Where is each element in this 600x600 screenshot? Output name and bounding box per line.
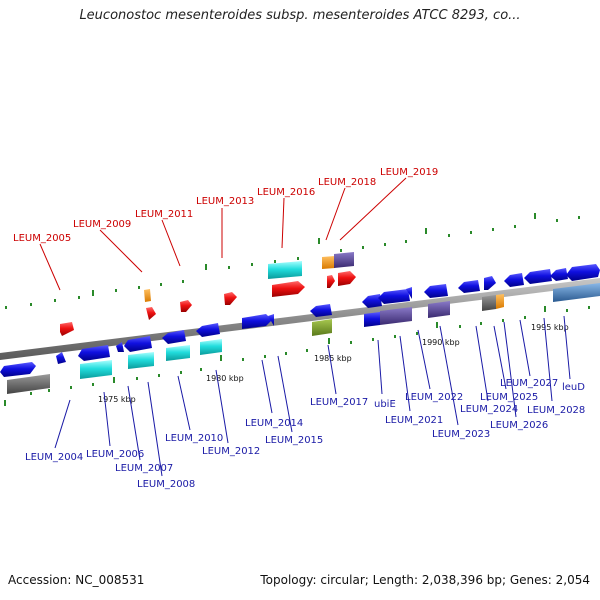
gene-arrow xyxy=(338,271,356,286)
gene-box xyxy=(364,312,380,327)
gene-label-leum-2007: LEUM_2007 xyxy=(115,463,173,474)
gene-label-leum-2010: LEUM_2010 xyxy=(165,433,223,444)
genome-title: Leuconostoc mesenteroides subsp. mesente… xyxy=(79,8,521,23)
gene-label-leum-2005: LEUM_2005 xyxy=(13,233,71,244)
gene-label-leum-2022: LEUM_2022 xyxy=(405,392,463,403)
gene-box xyxy=(496,294,504,309)
gene-arrow xyxy=(362,294,382,308)
scale-label-1975: 1975 kbp xyxy=(98,395,136,404)
gene-arrow xyxy=(0,362,36,377)
gene-arrow xyxy=(424,284,448,298)
gene-label-leum-2004: LEUM_2004 xyxy=(25,452,83,463)
gene-arrow xyxy=(327,275,335,288)
tick-row-lower xyxy=(4,306,590,406)
gene-box xyxy=(428,301,450,318)
gene-arrow xyxy=(146,307,156,320)
gene-arrow xyxy=(56,352,66,364)
gene-label-leum-2011: LEUM_2011 xyxy=(135,209,193,220)
gene-label-leum-2023: LEUM_2023 xyxy=(432,429,490,440)
gene-arrow xyxy=(116,342,124,352)
upper-strand-genes xyxy=(60,252,356,336)
gene-arrow xyxy=(524,269,552,284)
gene-arrow xyxy=(272,281,305,297)
gene-arrow xyxy=(406,287,412,299)
gene-arrow xyxy=(78,345,110,361)
gene-arrow xyxy=(378,289,410,304)
gene-label-leum-2028: LEUM_2028 xyxy=(527,405,585,416)
lower-strand-genes xyxy=(0,264,600,394)
gene-arrow xyxy=(550,268,568,281)
gene-box xyxy=(128,352,154,369)
gene-label-leum-2016: LEUM_2016 xyxy=(257,187,315,198)
gene-arrow xyxy=(504,273,524,287)
gene-box xyxy=(200,339,222,355)
gene-box xyxy=(380,307,412,325)
gene-label-leum-2012: LEUM_2012 xyxy=(202,446,260,457)
gene-arrow xyxy=(144,289,151,302)
gene-arrow xyxy=(242,314,272,329)
gene-arrow xyxy=(196,323,220,337)
bottom-labels: LEUM_2004 LEUM_2006 LEUM_2007 LEUM_2008 … xyxy=(25,315,585,490)
gene-box xyxy=(322,256,335,269)
gene-label-leum-2025: LEUM_2025 xyxy=(480,392,538,403)
gene-arrow xyxy=(566,264,600,281)
gene-box xyxy=(166,345,190,361)
gene-label-leum-2021: LEUM_2021 xyxy=(385,415,443,426)
gene-box xyxy=(80,360,112,379)
gene-arrow xyxy=(124,336,152,352)
gene-box xyxy=(334,252,354,268)
gene-label-leum-2026: LEUM_2026 xyxy=(490,420,548,431)
gene-box xyxy=(482,295,496,311)
gene-label-leum-2019: LEUM_2019 xyxy=(380,167,438,178)
gene-label-ubie: ubiE xyxy=(374,399,396,410)
gene-arrow xyxy=(162,330,186,344)
gene-label-leum-2015: LEUM_2015 xyxy=(265,435,323,446)
gene-arrow xyxy=(310,304,332,317)
gene-box xyxy=(312,319,332,336)
accession-text: Accession: NC_008531 xyxy=(8,573,145,587)
gene-arrow xyxy=(60,322,74,336)
gene-label-leum-2014: LEUM_2014 xyxy=(245,418,303,429)
gene-box xyxy=(268,261,302,279)
gene-label-leum-2006: LEUM_2006 xyxy=(86,449,144,460)
gene-arrow xyxy=(224,292,237,305)
gene-label-leum-2013: LEUM_2013 xyxy=(196,196,254,207)
gene-label-leum-2008: LEUM_2008 xyxy=(137,479,195,490)
gene-box xyxy=(7,374,50,394)
scale-label-1995: 1995 kbp xyxy=(531,323,569,332)
gene-arrow xyxy=(458,280,480,293)
scale-label-1980: 1980 kbp xyxy=(206,374,244,383)
gene-label-leum-2018: LEUM_2018 xyxy=(318,177,376,188)
scale-label-1990: 1990 kbp xyxy=(422,338,460,347)
gene-box xyxy=(553,283,600,302)
top-labels: LEUM_2005 LEUM_2009 LEUM_2011 LEUM_2013 … xyxy=(13,167,438,291)
gene-label-leum-2024: LEUM_2024 xyxy=(460,404,518,415)
topology-info-text: Topology: circular; Length: 2,038,396 bp… xyxy=(260,573,590,587)
gene-arrow xyxy=(484,276,496,290)
gene-label-leum-2017: LEUM_2017 xyxy=(310,397,368,408)
gene-label-leum-2027: LEUM_2027 xyxy=(500,378,558,389)
tick-row-upper xyxy=(5,213,580,309)
gene-arrow xyxy=(268,314,274,326)
gene-arrow xyxy=(180,300,192,312)
scale-label-1985: 1985 kbp xyxy=(314,354,352,363)
gene-label-leum-2009: LEUM_2009 xyxy=(73,219,131,230)
gene-label-leud: leuD xyxy=(562,382,585,393)
